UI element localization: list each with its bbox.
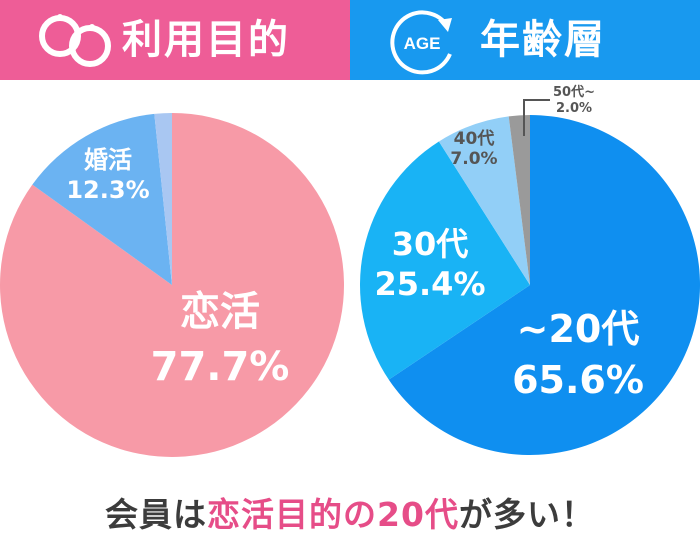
age-label-1-name: 30代: [392, 225, 469, 263]
footer-part-3: が多い！: [458, 495, 595, 534]
age-label-0-value: 65.6%: [512, 358, 644, 402]
header-age: AGE 年齢層: [350, 0, 700, 80]
age-label-3-name: 50代~: [553, 84, 595, 100]
header-age-title: 年齢層: [480, 17, 606, 63]
age-slice-3: [508, 115, 530, 285]
footer-part-2: 恋活目的の20代: [207, 495, 459, 534]
age-label-2-value: 7.0%: [450, 149, 497, 169]
rings-icon: [39, 14, 111, 67]
purpose-slice-2: [154, 113, 172, 285]
age-label-2-name: 40代: [454, 128, 495, 149]
age-slice-0: [388, 115, 700, 455]
age-cycle-icon: AGE: [390, 10, 452, 75]
age-pie: [359, 115, 700, 455]
age-badge: AGE: [404, 34, 441, 53]
purpose-pie: [0, 113, 344, 457]
footer-part-1: 会員は: [105, 495, 208, 534]
purpose-label-1-value: 12.3%: [66, 176, 149, 204]
footer-caption: 会員は恋活目的の20代が多い！: [0, 488, 700, 536]
purpose-label-0-value: 77.7%: [151, 344, 290, 390]
age-label-1-value: 25.4%: [374, 265, 485, 303]
age-label-0-name: ~20代: [517, 307, 640, 351]
header-purpose: 利用目的: [0, 0, 350, 80]
age-slice-1: [359, 141, 530, 380]
purpose-slice-1: [32, 113, 173, 285]
age-label-3-value: 2.0%: [556, 101, 592, 116]
age-slice-2: [438, 116, 530, 285]
header-purpose-title: 利用目的: [122, 17, 290, 63]
age-label-3-leader: [523, 99, 550, 136]
purpose-label-0-name: 恋活: [180, 289, 260, 335]
purpose-label-1-name: 婚活: [84, 146, 132, 174]
